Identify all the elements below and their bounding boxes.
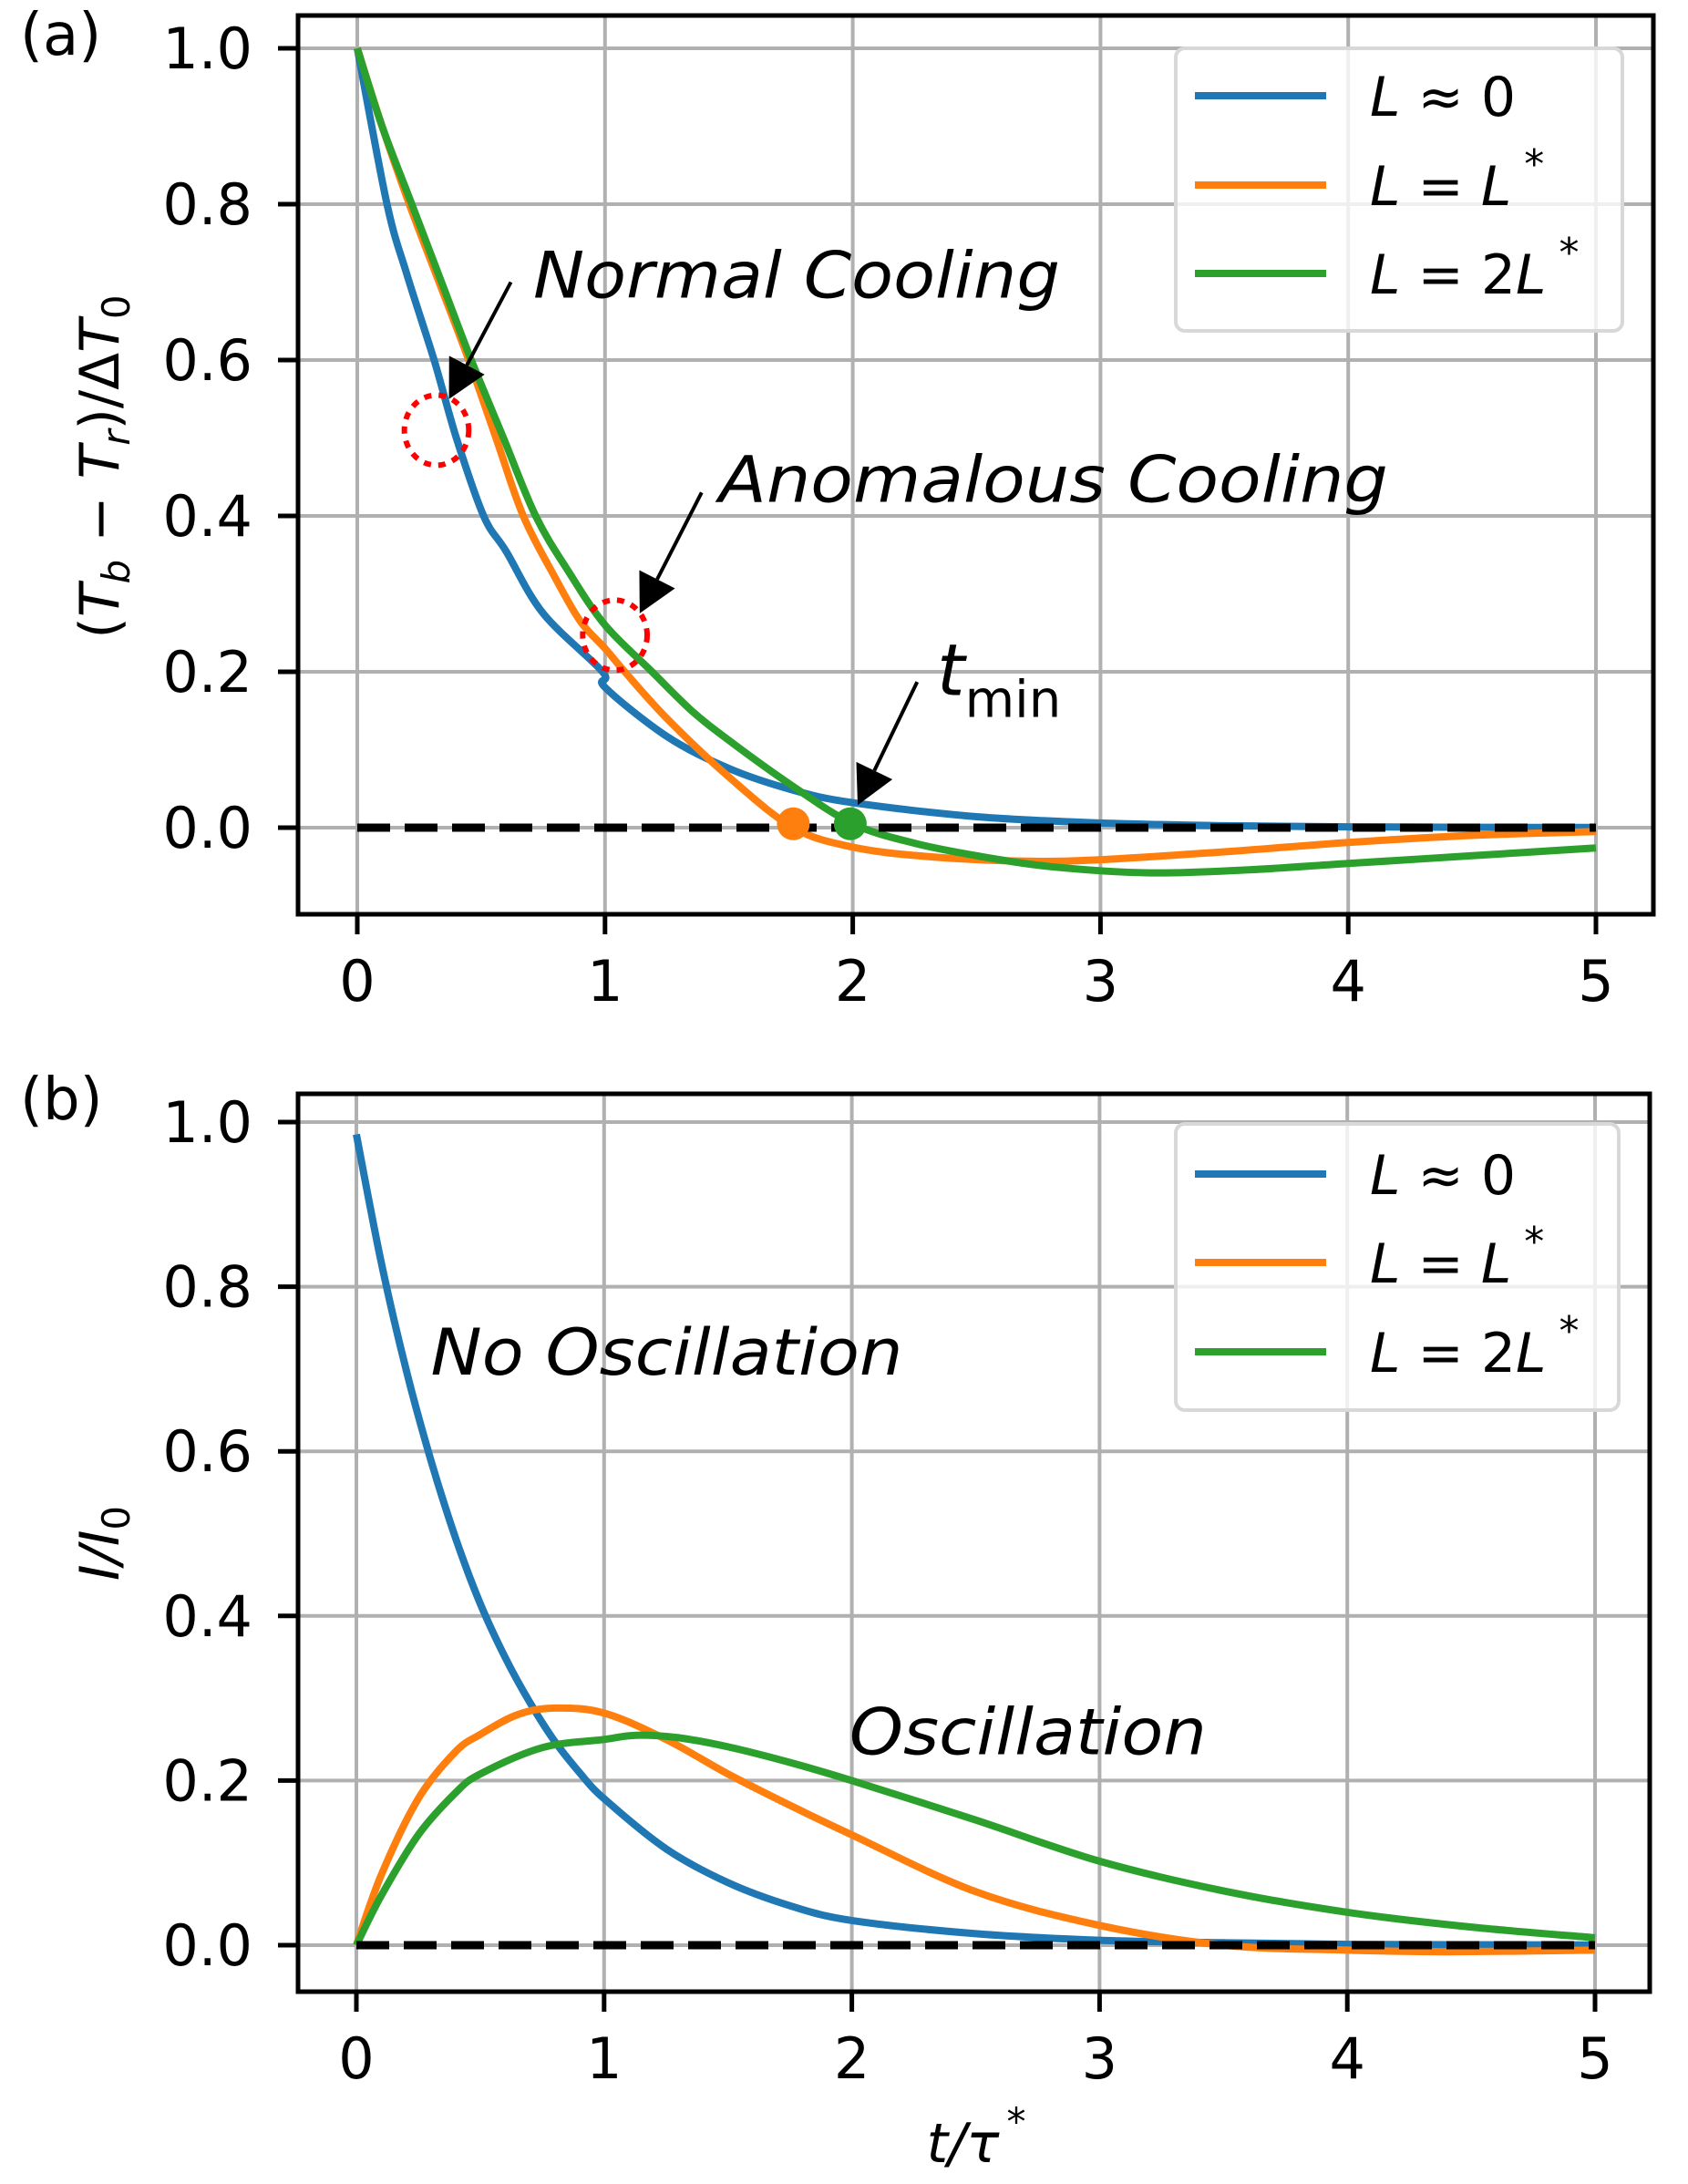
y-tick-label: 0.2 xyxy=(162,639,252,706)
panel-label-a: (a) xyxy=(20,2,101,69)
no-oscillation-label: No Oscillation xyxy=(431,1315,903,1390)
axes-frame xyxy=(295,13,1656,917)
y-tick-label: 0.0 xyxy=(162,1912,252,1979)
tmin-arrow xyxy=(872,681,920,772)
x-tick-label: 0 xyxy=(338,2025,374,2092)
normal-cooling-arrowhead-icon xyxy=(448,355,485,399)
y-tick-label: 0.8 xyxy=(162,171,252,238)
legend-label: L = L * xyxy=(1370,1219,1544,1296)
oscillation-label: Oscillation xyxy=(849,1695,1207,1770)
legend-label: L = L * xyxy=(1370,141,1544,219)
legend-item: L ≈ 0 xyxy=(1195,1144,1516,1208)
x-tick-label: 3 xyxy=(1082,2025,1117,2092)
ylabel-part: T xyxy=(68,315,132,353)
legend-label: L = 2L * xyxy=(1370,230,1579,307)
normal-cooling-arrow xyxy=(465,281,513,366)
series-layer xyxy=(354,46,1597,877)
ylabel-part: − xyxy=(68,479,132,559)
legend-item: L ≈ 0 xyxy=(1195,66,1516,129)
ylabel-part: T xyxy=(68,441,132,479)
ylabel-part: )/Δ xyxy=(68,353,132,430)
panel-label-b: (b) xyxy=(20,1066,103,1134)
y-tick-label: 0.0 xyxy=(162,795,252,861)
axes-frame xyxy=(295,1091,1652,1994)
legend-item: L = L * xyxy=(1195,1219,1544,1296)
ylabel-part: 0 xyxy=(94,294,139,319)
x-tick-label: 4 xyxy=(1330,948,1365,1015)
x-ticks: 0 1 2 3 4 5 xyxy=(338,1992,1613,2092)
panel-b: No Oscillation Oscillation 0.00.20.40.60… xyxy=(20,1066,1652,2176)
series-line-1 xyxy=(353,1704,1596,1956)
normal-cooling-label: Normal Cooling xyxy=(533,239,1060,314)
series-line-0 xyxy=(354,47,1597,831)
y-tick-label: 0.8 xyxy=(162,1254,252,1321)
legend-box xyxy=(1174,1122,1621,1412)
x-tick-label: 4 xyxy=(1329,2025,1364,2092)
ylabel-part: b xyxy=(94,560,139,584)
legend-label: L ≈ 0 xyxy=(1370,66,1516,129)
annotations: No Oscillation Oscillation xyxy=(431,1315,1207,1769)
ylabel-part: T xyxy=(68,580,132,617)
x-tick-label: 1 xyxy=(586,2025,622,2092)
x-tick-label: 2 xyxy=(835,948,870,1015)
xlabel-part: t/τ xyxy=(927,2112,1001,2176)
legend-item: L = 2L * xyxy=(1195,1308,1579,1386)
x-tick-label: 3 xyxy=(1083,948,1118,1015)
series-line-2 xyxy=(354,46,1597,877)
x-tick-label: 0 xyxy=(339,948,375,1015)
ylabel-part: I/I xyxy=(68,1530,132,1581)
y-tick-label: 1.0 xyxy=(162,1089,252,1156)
legend-label: L = 2L * xyxy=(1370,1308,1579,1386)
legend-item: L = L * xyxy=(1195,141,1544,219)
green-tmin-marker xyxy=(833,807,867,840)
legend: L ≈ 0 L = L * L = 2L * xyxy=(1174,1122,1621,1412)
anomalous-cooling-label: Anomalous Cooling xyxy=(715,443,1387,518)
anomalous-cooling-highlight-circle xyxy=(580,597,651,674)
y-axis-label: I/I0 xyxy=(68,1506,139,1581)
ylabel-part: r xyxy=(94,428,139,446)
legend-item: L = 2L * xyxy=(1195,230,1579,307)
x-ticks: 0 1 2 3 4 5 xyxy=(339,914,1614,1015)
orange-zero-crossing-marker xyxy=(777,807,810,840)
x-tick-label: 2 xyxy=(834,2025,870,2092)
tmin-arrowhead-icon xyxy=(856,761,893,806)
legend-box xyxy=(1174,46,1624,333)
y-tick-label: 0.6 xyxy=(162,1418,252,1485)
ylabel-part: 0 xyxy=(94,1506,139,1530)
xlabel-part: * xyxy=(1006,2099,1025,2144)
x-tick-label: 1 xyxy=(587,948,623,1015)
y-tick-label: 0.6 xyxy=(162,327,252,394)
y-tick-label: 0.2 xyxy=(162,1747,252,1814)
legend-label: L ≈ 0 xyxy=(1370,1144,1516,1208)
y-tick-label: 0.4 xyxy=(162,483,252,550)
y-axis-label: (Tb − Tr)/ΔT0 xyxy=(68,294,139,638)
anomalous-cooling-arrow xyxy=(655,491,704,581)
annotations: Normal Cooling Anomalous Cooling tmin xyxy=(401,239,1388,806)
y-tick-label: 0.4 xyxy=(162,1583,252,1650)
y-ticks: 0.0 0.2 0.4 0.6 0.8 1.0 xyxy=(162,1089,298,1979)
tmin-label-sub: min xyxy=(965,671,1062,730)
tmin-label-t: t xyxy=(937,631,967,713)
tmin-label: tmin xyxy=(937,631,1061,730)
x-axis-label: t/τ * xyxy=(927,2099,1026,2176)
y-ticks: 0.0 0.2 0.4 0.6 0.8 1.0 xyxy=(162,15,298,861)
normal-cooling-highlight-circle xyxy=(401,392,472,469)
legend: L ≈ 0 L = L * L = 2L * xyxy=(1174,46,1624,333)
ylabel-part: ( xyxy=(68,617,132,638)
x-tick-label: 5 xyxy=(1578,948,1613,1015)
series-line-2 xyxy=(353,1731,1596,1947)
markers xyxy=(777,807,867,840)
anomalous-cooling-arrowhead-icon xyxy=(639,570,675,613)
x-tick-label: 5 xyxy=(1577,2025,1612,2092)
panel-a: Normal Cooling Anomalous Cooling tmin 0.… xyxy=(20,2,1656,1015)
y-tick-label: 1.0 xyxy=(162,15,252,82)
